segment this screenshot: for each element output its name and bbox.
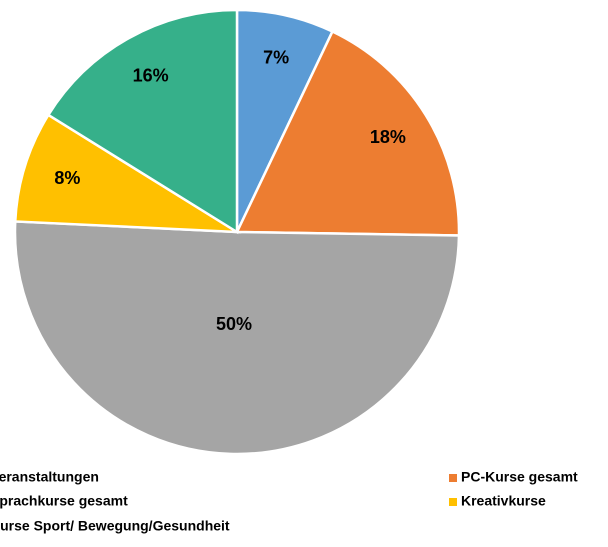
pie-slice bbox=[235, 29, 461, 237]
legend-label: Kreativkurse bbox=[461, 493, 546, 509]
pie-slice bbox=[46, 8, 239, 235]
legend-label: Sprachkurse gesamt bbox=[0, 493, 128, 509]
data-label: 7% bbox=[263, 48, 289, 68]
data-label: 50% bbox=[216, 314, 252, 334]
pie-slice bbox=[13, 113, 242, 234]
data-label: 18% bbox=[370, 127, 406, 147]
pie-slice bbox=[13, 220, 461, 456]
legend-label: Kurse Sport/ Bewegung/Gesundheit bbox=[0, 518, 230, 534]
legend-label: PC-Kurse gesamt bbox=[461, 469, 578, 485]
legend-label: Veranstaltungen bbox=[0, 469, 99, 485]
legend-swatch bbox=[449, 474, 457, 482]
legend-swatch bbox=[449, 498, 457, 506]
data-label: 8% bbox=[54, 168, 80, 188]
data-label: 16% bbox=[133, 66, 169, 86]
